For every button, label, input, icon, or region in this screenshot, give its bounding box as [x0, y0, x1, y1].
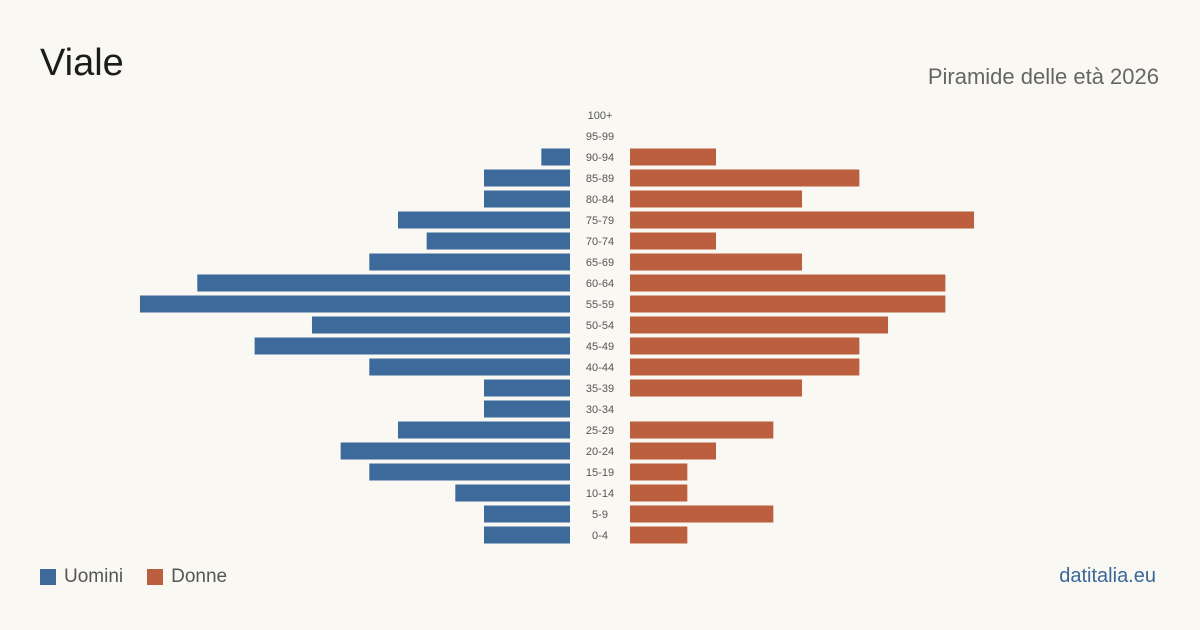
chart-subtitle: Piramide delle età 2026 [927, 64, 1159, 89]
bar-female-50-54 [630, 316, 889, 334]
age-label-40-44: 40-44 [586, 362, 614, 374]
legend: Uomini Donne [40, 566, 251, 588]
legend-label-female: Donne [171, 566, 228, 587]
bar-female-0-4 [630, 526, 688, 544]
age-label-30-34: 30-34 [586, 404, 614, 416]
age-label-100plus: 100+ [588, 110, 613, 122]
bar-male-65-69 [369, 253, 570, 271]
bar-female-60-64 [630, 274, 946, 292]
bar-male-60-64 [197, 274, 571, 292]
age-label-10-14: 10-14 [586, 488, 614, 500]
bar-female-35-39 [630, 379, 803, 397]
bar-female-45-49 [630, 337, 860, 355]
bar-female-65-69 [630, 253, 803, 271]
bar-male-40-44 [369, 358, 570, 376]
age-label-35-39: 35-39 [586, 383, 614, 395]
bar-male-10-14 [455, 484, 570, 502]
brand-link[interactable]: datitalia.eu [1059, 565, 1156, 587]
chart-title: Viale [40, 42, 124, 84]
legend-item-male: Uomini [40, 566, 123, 588]
bar-female-70-74 [630, 232, 717, 250]
bar-male-45-49 [254, 337, 570, 355]
age-label-45-49: 45-49 [586, 341, 614, 353]
bar-male-5-9 [483, 505, 570, 523]
bar-male-50-54 [311, 316, 570, 334]
bar-female-25-29 [630, 421, 774, 439]
bar-male-75-79 [397, 211, 570, 229]
age-label-80-84: 80-84 [586, 194, 614, 206]
age-label-5-9: 5-9 [592, 509, 608, 521]
age-label-20-24: 20-24 [586, 446, 614, 458]
bar-male-25-29 [397, 421, 570, 439]
age-label-50-54: 50-54 [586, 320, 614, 332]
legend-swatch-male [40, 569, 56, 585]
age-label-25-29: 25-29 [586, 425, 614, 437]
age-label-95-99: 95-99 [586, 131, 614, 143]
bar-female-75-79 [630, 211, 975, 229]
bar-female-5-9 [630, 505, 774, 523]
age-label-15-19: 15-19 [586, 467, 614, 479]
bar-female-55-59 [630, 295, 946, 313]
bar-male-35-39 [483, 379, 570, 397]
age-label-60-64: 60-64 [586, 278, 614, 290]
population-pyramid: 100+ 95-99 90-94 85-89 80-84 75-79 70-74 65-69 6… [139, 110, 975, 544]
bar-male-30-34 [483, 400, 570, 418]
bar-male-90-94 [541, 148, 570, 166]
bar-male-15-19 [369, 463, 570, 481]
bar-male-0-4 [483, 526, 570, 544]
bar-male-85-89 [483, 169, 570, 187]
legend-item-female: Donne [147, 566, 227, 588]
age-label-0-4: 0-4 [592, 530, 608, 542]
bar-male-20-24 [340, 442, 570, 460]
bar-female-85-89 [630, 169, 860, 187]
legend-label-male: Uomini [64, 566, 124, 587]
age-label-75-79: 75-79 [586, 215, 614, 227]
age-label-70-74: 70-74 [586, 236, 614, 248]
legend-swatch-female [147, 569, 164, 585]
bar-female-10-14 [630, 484, 688, 502]
bar-female-20-24 [630, 442, 717, 460]
bar-female-40-44 [630, 358, 860, 376]
age-label-85-89: 85-89 [586, 173, 614, 185]
bar-female-80-84 [630, 190, 803, 208]
bar-male-80-84 [483, 190, 570, 208]
age-label-90-94: 90-94 [586, 152, 614, 164]
bar-male-55-59 [139, 295, 570, 313]
bar-female-90-94 [630, 148, 717, 166]
bar-female-15-19 [630, 463, 688, 481]
age-label-65-69: 65-69 [586, 257, 614, 269]
bar-male-70-74 [426, 232, 570, 250]
age-label-55-59: 55-59 [586, 299, 614, 311]
